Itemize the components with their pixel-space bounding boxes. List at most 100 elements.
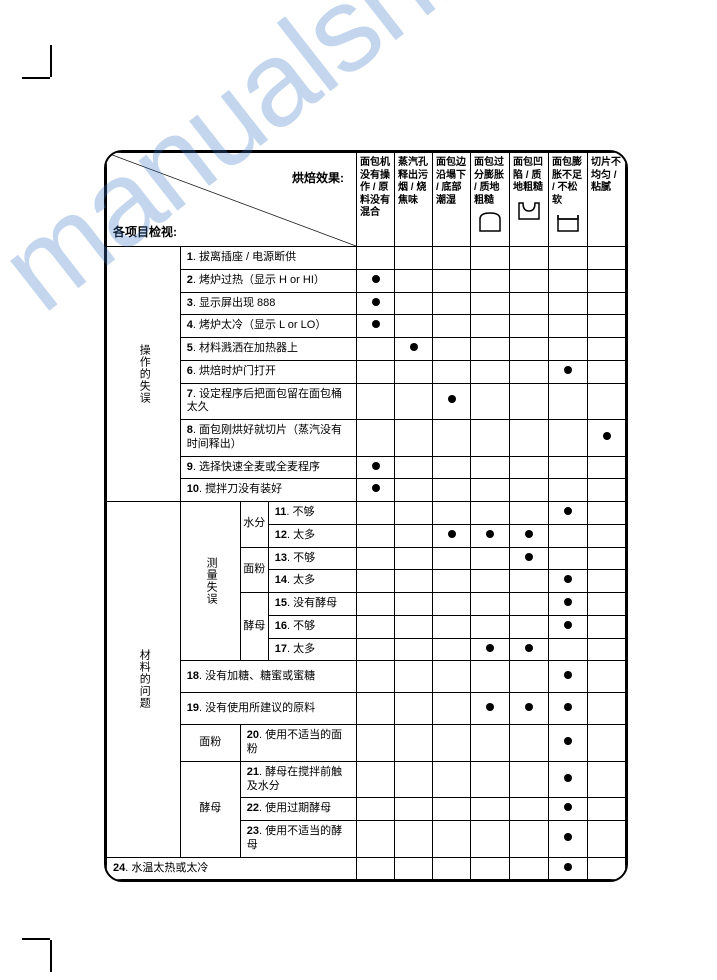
- dot-cell: [433, 524, 471, 547]
- dot-cell: [510, 661, 549, 693]
- dot-cell: [357, 798, 395, 821]
- row-19: 19. 没有使用所建议的原料: [180, 693, 356, 725]
- dot-cell: [588, 693, 626, 725]
- dot-cell: [433, 292, 471, 315]
- column-header-5: 面包膨胀不足 / 不松软: [549, 153, 588, 247]
- dot-cell: [357, 761, 395, 798]
- dot-cell: [471, 524, 510, 547]
- dot-cell: [549, 247, 588, 270]
- column-header-3: 面包过分膨胀 / 质地粗糙: [471, 153, 510, 247]
- dot-cell: [357, 524, 395, 547]
- dot-cell: [510, 693, 549, 725]
- dot-cell: [510, 857, 549, 880]
- dot-cell: [471, 638, 510, 661]
- dot-cell: [549, 638, 588, 661]
- dot-cell: [357, 292, 395, 315]
- dot-cell: [549, 292, 588, 315]
- dot-cell: [510, 502, 549, 525]
- dot-cell: [549, 547, 588, 570]
- dot-cell: [549, 383, 588, 420]
- dot-cell: [433, 593, 471, 616]
- dot-cell: [510, 570, 549, 593]
- dot-cell: [588, 570, 626, 593]
- dot-cell: [510, 798, 549, 821]
- dot-cell: [549, 456, 588, 479]
- dot-cell: [588, 821, 626, 858]
- header-diagonal-cell: 烘焙效果: 各项目检视:: [107, 153, 357, 247]
- dot-cell: [510, 420, 549, 457]
- dot-cell: [433, 502, 471, 525]
- dot-cell: [395, 593, 433, 616]
- dot-cell: [510, 615, 549, 638]
- dot-cell: [510, 821, 549, 858]
- dot-cell: [588, 615, 626, 638]
- dot-cell: [588, 798, 626, 821]
- dot-cell: [588, 524, 626, 547]
- dot-cell: [357, 383, 395, 420]
- dot-cell: [395, 360, 433, 383]
- dot-cell: [549, 360, 588, 383]
- dot-cell: [357, 338, 395, 361]
- dot-cell: [395, 456, 433, 479]
- dot-cell: [549, 315, 588, 338]
- dot-cell: [433, 570, 471, 593]
- dot-cell: [433, 547, 471, 570]
- dot-cell: [510, 547, 549, 570]
- dot-cell: [357, 693, 395, 725]
- dot-cell: [395, 502, 433, 525]
- dot-cell: [588, 338, 626, 361]
- row-2: 2. 烤炉过热（显示 H or HI）: [180, 269, 356, 292]
- dot-cell: [549, 420, 588, 457]
- dot-cell: [471, 761, 510, 798]
- dot-cell: [395, 269, 433, 292]
- dot-cell: [510, 247, 549, 270]
- row-15: 15. 没有酵母: [268, 593, 356, 616]
- dot-cell: [395, 761, 433, 798]
- subcat-water: 水分: [240, 502, 268, 548]
- dot-cell: [433, 269, 471, 292]
- dot-cell: [549, 821, 588, 858]
- dot-cell: [471, 615, 510, 638]
- dot-cell: [357, 269, 395, 292]
- subcat-flour: 面粉: [240, 547, 268, 593]
- dot-cell: [395, 661, 433, 693]
- group2-subtitle: 测量失误: [180, 502, 240, 661]
- dot-cell: [549, 761, 588, 798]
- row-18: 18. 没有加糖、糖蜜或蜜糖: [180, 661, 356, 693]
- dot-cell: [588, 315, 626, 338]
- dot-cell: [588, 360, 626, 383]
- subcat-yeast2: 酵母: [180, 761, 240, 857]
- dot-cell: [549, 502, 588, 525]
- header-bottom-label: 各项目检视:: [113, 225, 177, 240]
- row-23: 23. 使用不适当的酵母: [240, 821, 356, 858]
- dot-cell: [471, 821, 510, 858]
- dot-cell: [357, 547, 395, 570]
- dot-cell: [395, 857, 433, 880]
- dot-cell: [471, 420, 510, 457]
- dot-cell: [395, 420, 433, 457]
- dot-cell: [510, 456, 549, 479]
- dot-cell: [357, 315, 395, 338]
- dot-cell: [357, 725, 395, 762]
- dot-cell: [433, 638, 471, 661]
- dot-cell: [433, 315, 471, 338]
- dot-cell: [588, 269, 626, 292]
- dot-cell: [588, 502, 626, 525]
- dot-cell: [588, 725, 626, 762]
- dot-cell: [395, 615, 433, 638]
- group2-title: 材料的问题: [107, 502, 181, 858]
- dot-cell: [433, 420, 471, 457]
- dot-cell: [471, 247, 510, 270]
- dot-cell: [471, 502, 510, 525]
- row-9: 9. 选择快速全麦或全麦程序: [180, 456, 356, 479]
- dot-cell: [549, 338, 588, 361]
- dot-cell: [510, 383, 549, 420]
- dot-cell: [471, 479, 510, 502]
- dot-cell: [395, 798, 433, 821]
- dot-cell: [549, 479, 588, 502]
- row-22: 22. 使用过期酵母: [240, 798, 356, 821]
- dot-cell: [357, 661, 395, 693]
- dot-cell: [549, 593, 588, 616]
- row-24: 24. 水温太热或太冷: [107, 857, 357, 880]
- dot-cell: [357, 570, 395, 593]
